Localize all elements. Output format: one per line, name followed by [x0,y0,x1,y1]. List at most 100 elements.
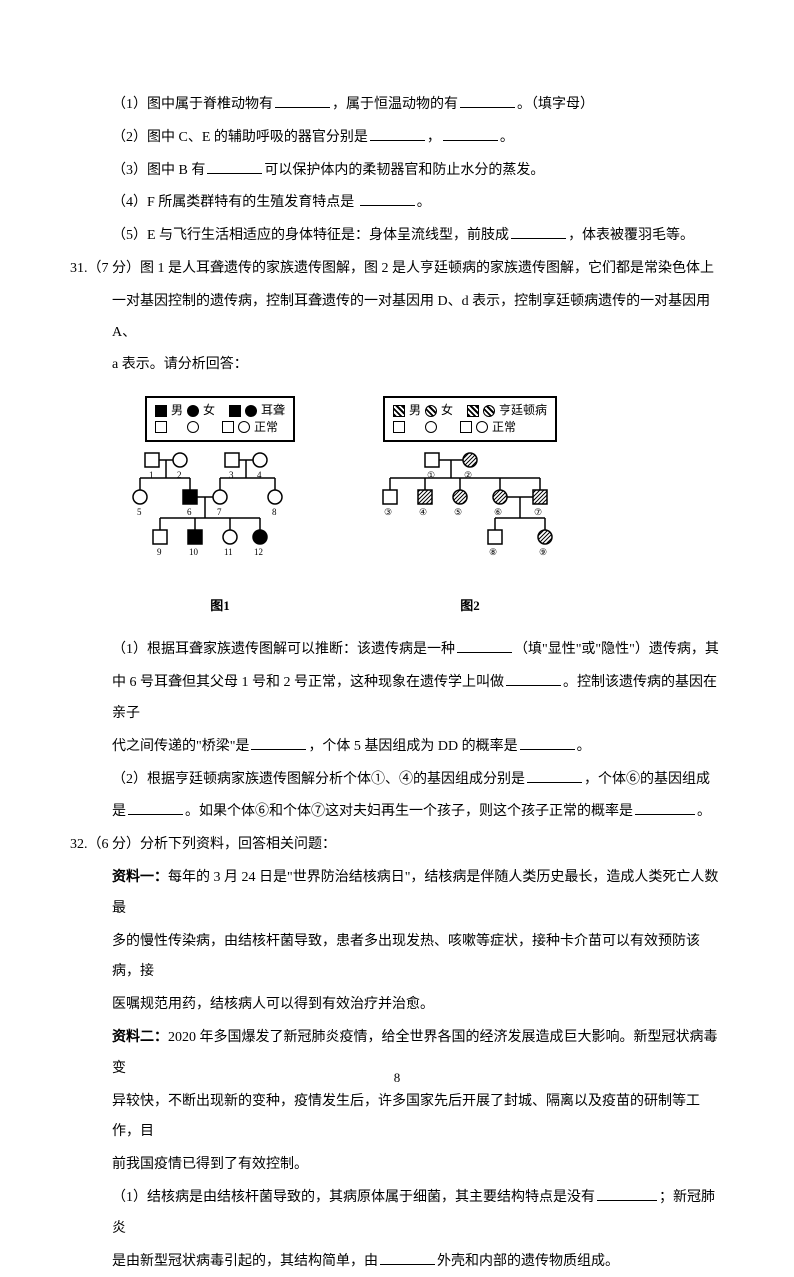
blank [128,799,183,815]
material-label: 资料二： [112,1030,168,1045]
q31-intro2: 一对基因控制的遗传病，控制耳聋遗传的一对基因用 D、d 表示，控制享廷顿病遗传的… [70,287,724,349]
svg-text:12: 12 [254,547,263,557]
blank [527,767,582,783]
text: 外壳和内部的遗传物质组成。 [437,1254,619,1269]
empty-circle-icon [476,421,488,433]
text: （2）图中 C、E 的辅助呼吸的器官分别是 [112,130,368,145]
pedigree-1-svg: 12 34 56 78 910 1112 [130,448,310,588]
text: 代之间传递的"桥梁"是 [112,739,249,754]
figure-1: 男 女 耳聋 正常 [130,396,310,620]
question-number: 32.（6 分） [70,837,140,852]
text: 多的慢性传染病，由结核杆菌导致，患者多出现发热、咳嗽等症状，接种卡介苗可以有效预… [112,934,700,980]
svg-text:1: 1 [149,470,154,480]
text: a 表示。请分析回答： [112,357,248,372]
text: 。 [500,130,514,145]
filled-circle-icon [187,405,199,417]
text: （4）F 所属类群特有的生殖发育特点是 [112,195,358,210]
blank [275,92,330,108]
blank [597,1185,657,1201]
svg-text:①: ① [427,470,435,480]
q30-sub5: （5）E 与飞行生活相适应的身体特征是：身体呈流线型，前肢成 ，体表被覆羽毛等。 [70,221,724,252]
svg-text:8: 8 [272,507,277,517]
q32-m2c: 前我国疫情已得到了有效控制。 [70,1150,724,1181]
text: （3）图中 B 有 [112,163,205,178]
legend-label: 耳聋 [261,402,285,419]
svg-text:2: 2 [177,470,182,480]
text: 可以保护体内的柔韧器官和防止水分的蒸发。 [264,163,544,178]
text: 2020 年多国爆发了新冠肺炎疫情，给全世界各国的经济发展造成巨大影响。新型冠状… [112,1030,718,1076]
figure-2: 男 女 亨廷顿病 正常 [370,396,570,620]
q30-sub2: （2）图中 C、E 的辅助呼吸的器官分别是，。 [70,123,724,154]
hatched-square-icon [467,405,479,417]
svg-text:③: ③ [384,507,392,517]
text: 。 [577,739,591,754]
legend-label: 正常 [492,419,516,436]
text: （2）根据亨廷顿病家族遗传图解分析个体①、④的基因组成分别是 [112,772,525,787]
text: 是 [112,804,126,819]
legend-label: 男 [409,402,421,419]
svg-text:⑦: ⑦ [534,507,542,517]
text: 。 [697,804,711,819]
filled-square-icon [155,405,167,417]
svg-text:②: ② [464,470,472,480]
text: ，个体 5 基因组成为 DD 的概率是 [308,739,517,754]
text: （5）E 与飞行生活相适应的身体特征是：身体呈流线型，前肢成 [112,228,509,243]
blank [457,637,512,653]
text: 异较快，不断出现新的变种，疫情发生后，许多国家先后开展了封城、隔离以及疫苗的研制… [112,1094,700,1140]
text: 图 1 是人耳聋遗传的家族遗传图解，图 2 是人亨廷顿病的家族遗传图解，它们都是… [140,261,714,276]
text: ，体表被覆羽毛等。 [568,228,694,243]
blank [520,734,575,750]
q30-sub3: （3）图中 B 有 可以保护体内的柔韧器官和防止水分的蒸发。 [70,156,724,187]
blank [506,670,561,686]
text: ，属于恒温动物的有 [332,97,458,112]
empty-square-icon [222,421,234,433]
blank [380,1249,435,1265]
svg-text:4: 4 [257,470,262,480]
svg-text:6: 6 [187,507,192,517]
text: 每年的 3 月 24 日是"世界防治结核病日"，结核病是伴随人类历史最长，造成人… [112,870,718,916]
page-number: 8 [394,1064,401,1093]
blank [635,799,695,815]
svg-text:11: 11 [224,547,233,557]
blank [460,92,515,108]
legend-2: 男 女 亨廷顿病 正常 [383,396,557,442]
empty-circle-icon [187,421,199,433]
legend-label: 女 [441,402,453,419]
svg-text:10: 10 [189,547,199,557]
q31-sub2: （2）根据亨廷顿病家族遗传图解分析个体①、④的基因组成分别是，个体⑥的基因组成 [70,765,724,796]
blank [360,190,415,206]
question-number: 31.（7 分） [70,261,140,276]
q31-sub1c: 代之间传递的"桥梁"是 ，个体 5 基因组成为 DD 的概率是 。 [70,732,724,763]
text: 中 6 号耳聋但其父母 1 号和 2 号正常，这种现象在遗传学上叫做 [112,675,504,690]
q32-m1b: 多的慢性传染病，由结核杆菌导致，患者多出现发热、咳嗽等症状，接种卡介苗可以有效预… [70,927,724,989]
svg-text:④: ④ [419,507,427,517]
blank [443,125,498,141]
figure-caption: 图2 [460,592,480,621]
filled-circle-icon [245,405,257,417]
text: 。（填字母） [517,97,594,112]
q32-sub1b: 是由新型冠状病毒引起的，其结构简单，由外壳和内部的遗传物质组成。 [70,1247,724,1277]
blank [207,158,262,174]
blank [511,223,566,239]
q32-intro: 32.（6 分）分析下列资料，回答相关问题： [70,830,724,861]
q32-m2b: 异较快，不断出现新的变种，疫情发生后，许多国家先后开展了封城、隔离以及疫苗的研制… [70,1087,724,1149]
figure-caption: 图1 [210,592,230,621]
svg-text:5: 5 [137,507,142,517]
legend-label: 正常 [254,419,278,436]
q30-sub4: （4）F 所属类群特有的生殖发育特点是 。 [70,188,724,219]
q32-sub1: （1）结核病是由结核杆菌导致的，其病原体属于细菌，其主要结构特点是没有；新冠肺炎 [70,1183,724,1245]
svg-text:⑤: ⑤ [454,507,462,517]
svg-text:⑨: ⑨ [539,547,547,557]
svg-text:7: 7 [217,507,222,517]
q31-sub1: （1）根据耳聋家族遗传图解可以推断：该遗传病是一种 （填"显性"或"隐性"）遗传病… [70,635,724,666]
svg-text:⑧: ⑧ [489,547,497,557]
pedigree-2-svg: ①② ③④ ⑤⑥⑦ ⑧⑨ [370,448,570,588]
hatched-circle-icon [483,405,495,417]
text: （填"显性"或"隐性"）遗传病，其 [514,642,719,657]
text: 前我国疫情已得到了有效控制。 [112,1157,308,1172]
text: （1）结核病是由结核杆菌导致的，其病原体属于细菌，其主要结构特点是没有 [112,1190,595,1205]
text: 医嘱规范用药，结核病人可以得到有效治疗并治愈。 [112,997,434,1012]
text: （1）根据耳聋家族遗传图解可以推断：该遗传病是一种 [112,642,455,657]
empty-circle-icon [238,421,250,433]
q30-sub1: （1）图中属于脊椎动物有，属于恒温动物的有。（填字母） [70,90,724,121]
